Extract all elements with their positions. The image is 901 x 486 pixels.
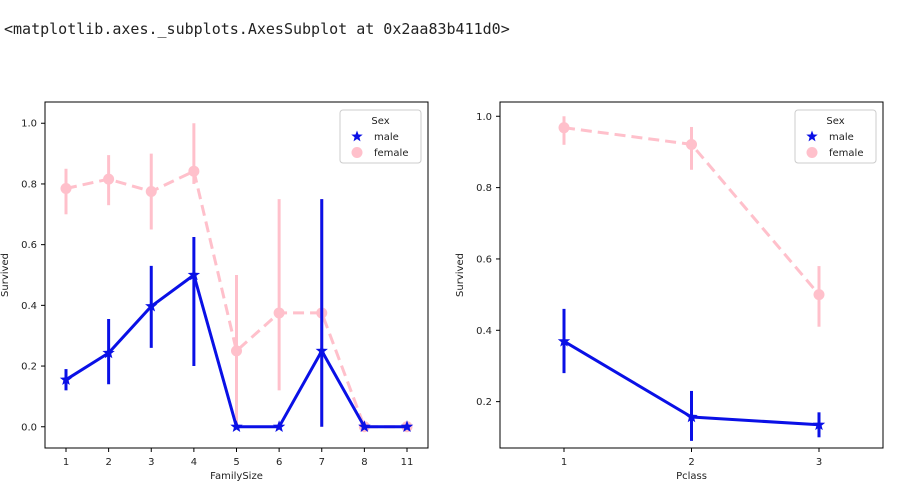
y-tick-label: 0.2	[21, 362, 37, 373]
data-point	[60, 183, 72, 194]
series-female	[558, 116, 825, 327]
data-point	[558, 122, 570, 134]
x-axis-label: FamilySize	[210, 471, 263, 482]
data-point	[102, 346, 115, 359]
legend-title: Sex	[371, 116, 389, 127]
series-female	[60, 123, 413, 433]
legend-label: male	[374, 132, 399, 143]
x-tick-label: 8	[361, 457, 367, 468]
series-line	[65, 169, 407, 429]
data-point	[145, 299, 158, 312]
legend-title: Sex	[826, 116, 844, 127]
data-point	[686, 138, 697, 150]
x-tick-label: 11	[401, 457, 414, 468]
data-point	[812, 418, 826, 431]
legend-label: female	[374, 148, 408, 159]
legend-marker	[806, 147, 818, 158]
legend-label: male	[829, 132, 854, 143]
data-point	[231, 345, 242, 357]
y-tick-label: 0.8	[21, 179, 37, 190]
data-point	[557, 334, 571, 347]
data-point	[103, 173, 115, 185]
y-tick-label: 0.6	[21, 240, 37, 251]
y-axis-label: Survived	[455, 253, 466, 297]
x-tick-label: 4	[191, 457, 197, 468]
chart-2: 1 2 3 0.2 0.4 0.6 0.8 1.0 Pclass Survived Sex male f…	[455, 101, 884, 482]
y-tick-label: 0.4	[476, 326, 492, 337]
x-tick-label: 7	[319, 457, 325, 468]
y-tick-label: 1.0	[476, 112, 492, 123]
y-tick-label: 0.0	[21, 422, 37, 433]
y-tick-label: 0.2	[476, 397, 492, 408]
series-male	[59, 199, 414, 432]
x-tick-label: 1	[63, 457, 69, 468]
x-tick-label: 3	[816, 457, 822, 468]
x-tick-label: 3	[148, 457, 154, 468]
data-point	[59, 373, 73, 385]
y-tick-label: 0.8	[476, 183, 492, 194]
data-point	[188, 165, 200, 177]
x-axis-label: Pclass	[676, 471, 707, 482]
data-point	[400, 420, 414, 432]
data-point	[187, 268, 201, 281]
legend-label: female	[829, 148, 863, 159]
legend-marker	[351, 147, 363, 158]
cell-output-text: <matplotlib.axes._subplots.AxesSubplot a…	[4, 20, 510, 38]
series-male	[557, 308, 826, 441]
data-point	[685, 410, 698, 423]
chart-1: 1 2 3 4 5 6 7 8 11 0.0 0.2 0.4 0.6 0.8 1.0 FamilySize Su…	[0, 101, 429, 482]
y-tick-label: 0.4	[21, 301, 37, 312]
data-point	[315, 344, 328, 357]
legend: Sex male female	[339, 109, 422, 164]
data-point	[272, 420, 286, 432]
y-tick-label: 1.0	[21, 119, 37, 130]
legend-marker	[351, 130, 363, 142]
data-point	[273, 307, 285, 319]
legend-marker	[806, 130, 818, 142]
x-tick-label: 2	[688, 457, 694, 468]
legend: Sex male female	[794, 109, 877, 164]
x-tick-label: 5	[233, 457, 239, 468]
data-point	[230, 420, 243, 432]
data-point	[358, 420, 371, 432]
y-axis-label: Survived	[0, 253, 11, 297]
x-tick-label: 1	[561, 457, 567, 468]
x-tick-label: 6	[276, 457, 282, 468]
y-tick-label: 0.6	[476, 254, 492, 265]
data-point	[813, 289, 825, 301]
data-point	[145, 186, 157, 198]
x-tick-label: 2	[105, 457, 111, 468]
